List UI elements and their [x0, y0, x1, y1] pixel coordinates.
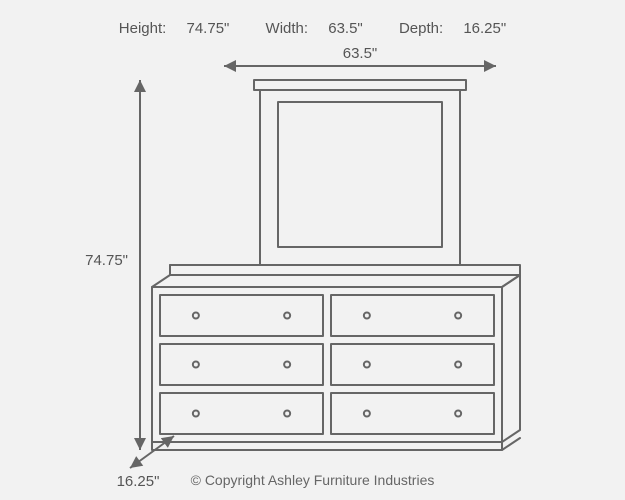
copyright-text: © Copyright Ashley Furniture Industries — [0, 472, 625, 488]
furniture-diagram: 63.5"74.75"16.25" — [0, 0, 625, 500]
svg-text:63.5": 63.5" — [343, 45, 378, 62]
svg-text:74.75": 74.75" — [85, 252, 128, 269]
